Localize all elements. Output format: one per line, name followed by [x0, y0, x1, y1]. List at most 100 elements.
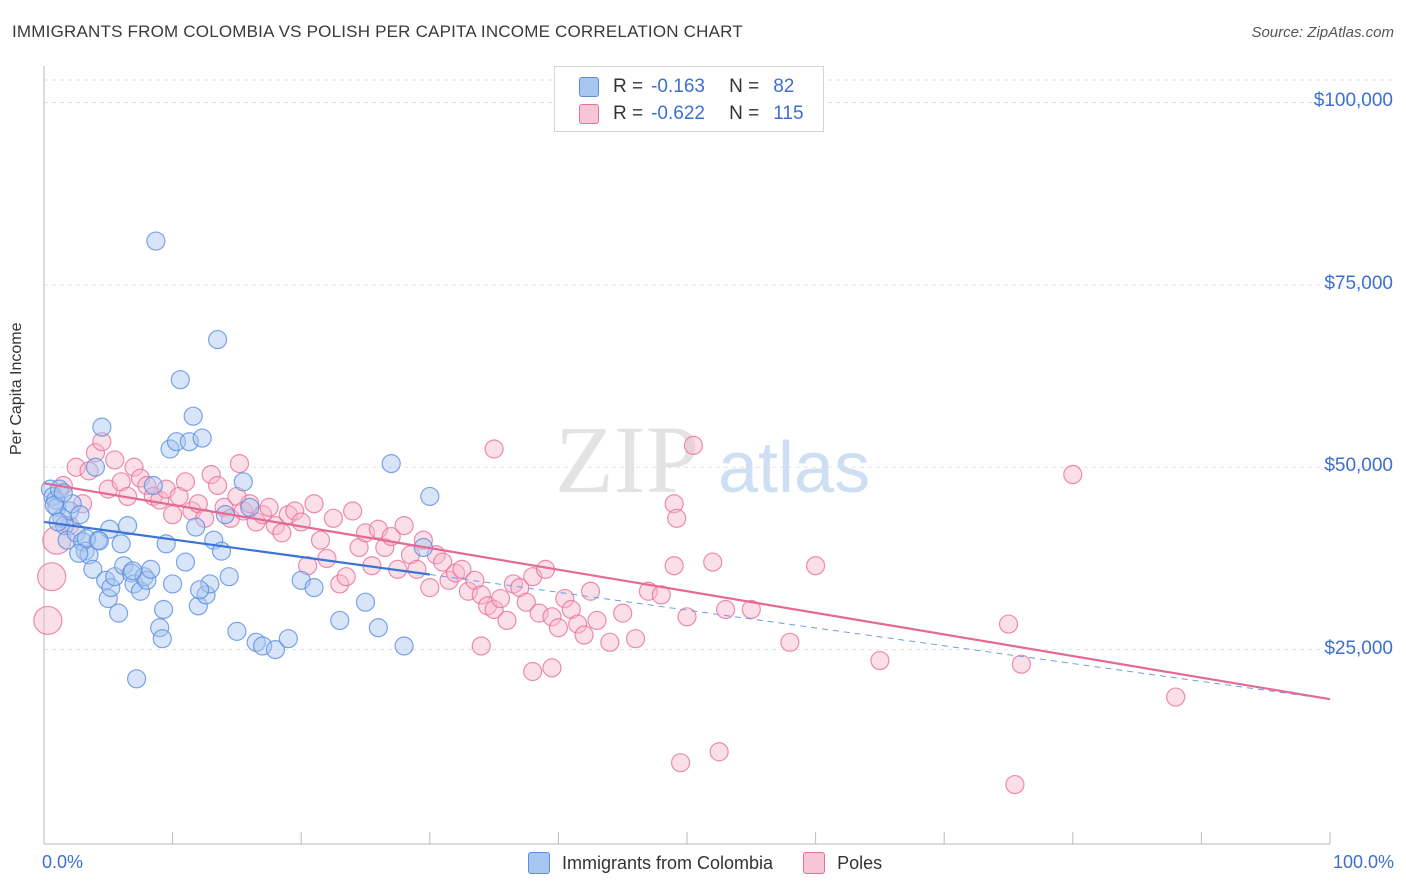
- legend-swatch-poles: [803, 852, 826, 874]
- chart-title: IMMIGRANTS FROM COLOMBIA VS POLISH PER C…: [12, 22, 743, 41]
- colombia-point: [111, 534, 131, 554]
- series-legend: Immigrants from Colombia Poles: [528, 852, 882, 874]
- legend-n-value-poles: 115: [773, 103, 804, 124]
- colombia-point: [152, 629, 172, 649]
- colombia-point: [208, 329, 228, 350]
- poles-point: [542, 658, 562, 678]
- colombia-point: [179, 432, 199, 452]
- colombia-point: [141, 559, 161, 579]
- poles-point: [741, 599, 761, 620]
- poles-point: [330, 574, 350, 594]
- colombia-point: [219, 567, 239, 587]
- poles-point: [471, 585, 491, 605]
- legend-swatch-poles: [579, 104, 599, 124]
- colombia-point: [101, 578, 121, 598]
- colombia-point: [278, 629, 298, 649]
- legend-row-poles: R = -0.622 N = 115: [579, 101, 804, 127]
- poles-point: [92, 432, 112, 452]
- poles-point: [490, 588, 511, 609]
- poles-point: [458, 581, 478, 601]
- poles-point: [375, 537, 395, 558]
- colombia-point: [175, 552, 196, 572]
- poles-point: [259, 497, 279, 517]
- poles-point: [85, 443, 106, 463]
- poles-point: [336, 567, 356, 587]
- poles-point: [1166, 687, 1186, 707]
- colombia-point: [381, 453, 401, 474]
- colombia-point: [190, 580, 210, 600]
- poles-point: [870, 650, 890, 671]
- colombia-point: [137, 570, 157, 590]
- stats-legend: R = -0.163 N = 82 R = -0.622 N = 115: [554, 66, 824, 132]
- legend-r-value-poles: -0.622: [651, 103, 705, 124]
- poles-point: [497, 610, 517, 631]
- poles-point: [317, 548, 337, 569]
- colombia-point: [186, 517, 206, 537]
- colombia-point: [330, 610, 350, 631]
- poles-point: [285, 501, 305, 521]
- poles-point: [343, 501, 363, 521]
- colombia-point: [114, 556, 134, 576]
- poles-point: [998, 614, 1019, 634]
- poles-point: [433, 552, 453, 572]
- colombia-trend-extension: [429, 573, 1331, 700]
- poles-point: [805, 556, 826, 576]
- poles-point: [163, 505, 183, 525]
- poles-point: [304, 494, 324, 514]
- legend-row-colombia: R = -0.163 N = 82: [579, 74, 794, 100]
- y-tick-label: $25,000: [1324, 637, 1393, 659]
- poles-point: [484, 439, 504, 459]
- poles-point: [516, 592, 536, 612]
- colombia-point: [163, 574, 183, 594]
- poles-point: [542, 607, 562, 627]
- poles-point: [201, 464, 221, 485]
- colombia-point: [134, 567, 154, 587]
- poles-point: [683, 435, 704, 455]
- colombia-point: [146, 231, 166, 251]
- poles-point: [445, 563, 466, 583]
- colombia-point: [170, 370, 190, 390]
- axes: [43, 66, 1331, 845]
- colombia-point: [108, 603, 129, 623]
- source-label: Source: ZipAtlas.com: [1251, 24, 1394, 41]
- colombia-point: [117, 515, 138, 536]
- x-tick-max: 100.0%: [1332, 852, 1394, 872]
- poles-point: [394, 515, 414, 536]
- poles-point: [548, 618, 569, 638]
- legend-r-label: R =: [613, 76, 644, 97]
- poles-point: [484, 599, 504, 620]
- colombia-point: [420, 486, 440, 507]
- x-tick-min: 0.0%: [42, 852, 84, 872]
- poles-point: [625, 629, 646, 649]
- colombia-point: [355, 592, 376, 612]
- colombia-point: [92, 417, 112, 437]
- poles-point: [574, 625, 594, 645]
- colombia-point: [394, 636, 414, 656]
- trend-lines: [43, 482, 1331, 701]
- poles-point: [780, 632, 800, 652]
- watermark-atlas: atlas: [718, 428, 870, 508]
- poles-point: [229, 453, 250, 474]
- poles-point: [1005, 774, 1025, 795]
- poles-point: [323, 508, 343, 528]
- legend-swatch-colombia: [528, 852, 550, 874]
- poles-point: [124, 457, 144, 477]
- poles-point: [1011, 654, 1031, 674]
- poles-point: [452, 559, 472, 579]
- colombia-point: [304, 578, 324, 598]
- poles-point: [568, 614, 588, 634]
- poles-point: [407, 559, 427, 579]
- poles-point: [587, 610, 607, 631]
- colombia-point: [85, 457, 106, 477]
- colombia-point: [246, 632, 266, 652]
- poles-point: [638, 581, 659, 601]
- poles-point: [137, 475, 157, 496]
- colombia-point: [69, 543, 89, 563]
- legend-n-label: N =: [729, 103, 760, 124]
- poles-point: [1063, 464, 1083, 485]
- colombia-point: [160, 439, 180, 459]
- poles-trend-line: [43, 482, 1331, 701]
- poles-point: [715, 599, 736, 620]
- poles-point: [420, 578, 440, 598]
